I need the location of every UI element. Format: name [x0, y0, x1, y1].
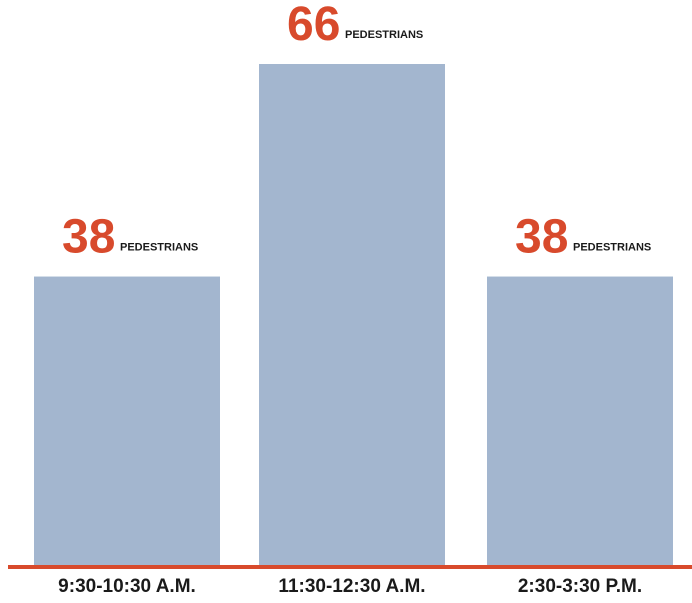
- labels-layer: 38 PEDESTRIANS 66 PEDESTRIANS 38 PEDESTRIANS: [62, 0, 651, 264]
- bar-unit-label-1: PEDESTRIANS: [120, 242, 198, 254]
- bars-layer: [34, 64, 673, 565]
- bar-value-label-3: 38: [515, 211, 568, 264]
- bar-unit-label-3: PEDESTRIANS: [573, 242, 651, 254]
- category-label-3: 2:30-3:30 P.M.: [518, 576, 642, 597]
- bar-1: [34, 276, 220, 565]
- category-label-2: 11:30-12:30 A.M.: [278, 576, 425, 597]
- bar-value-label-1: 38: [62, 211, 115, 264]
- bar-3: [487, 276, 673, 565]
- bar-unit-label-2: PEDESTRIANS: [345, 29, 423, 41]
- category-labels: 9:30-10:30 A.M. 11:30-12:30 A.M. 2:30-3:30…: [58, 576, 642, 597]
- bar-2: [259, 64, 445, 565]
- category-label-1: 9:30-10:30 A.M.: [58, 576, 196, 597]
- bar-value-label-2: 66: [287, 0, 340, 51]
